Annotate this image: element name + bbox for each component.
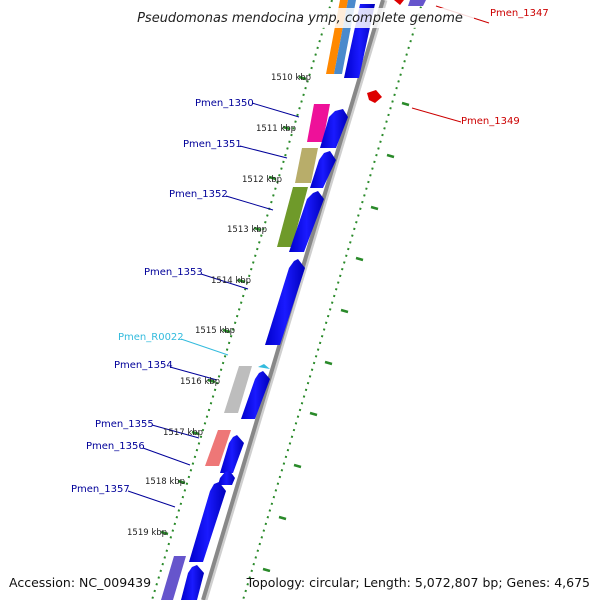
- tick-label: 1516 kbp: [180, 377, 220, 387]
- genome-summary-text: Topology: circular; Length: 5,072,807 bp…: [246, 575, 590, 590]
- gene-label-reverse: Pmen_1351: [183, 139, 242, 150]
- cog-block-pmen-1352: [277, 187, 308, 247]
- footer-accession-backing: [4, 572, 152, 592]
- kbp-tick-marks: [160, 75, 307, 536]
- forward-feature-pmen-1347: [394, 0, 404, 5]
- inner-dotted-track: [151, 0, 333, 600]
- cog-block-pmen-1354: [224, 366, 252, 413]
- cds-arrow-pmen-1354: [241, 371, 270, 419]
- outer-dotted-track: [242, 0, 424, 600]
- gene-label-reverse: Pmen_1357: [71, 484, 130, 495]
- gene-label-reverse: Pmen_1350: [195, 98, 254, 109]
- accession-text: Accession: NC_009439: [9, 575, 151, 590]
- tick-label: 1515 kbp: [195, 326, 235, 336]
- gene-label-reverse: Pmen_1353: [144, 267, 203, 278]
- gene-label-reverse: Pmen_1356: [86, 441, 145, 452]
- cds-arrow-pmen-1350: [320, 109, 348, 148]
- cds-arrow-pmen-1356: [220, 435, 244, 473]
- cds-arrow-pmen-1352: [289, 191, 324, 252]
- tick-labels: 1510 kbp 1511 kbp 1512 kbp 1513 kbp 1514…: [127, 73, 311, 538]
- cog-block-pmen-1350: [307, 104, 330, 142]
- tick-label: 1513 kbp: [227, 225, 267, 235]
- tick-label: 1510 kbp: [271, 73, 311, 83]
- tick-label: 1518 kbp: [145, 477, 185, 487]
- tick-label: 1517 kbp: [163, 428, 203, 438]
- outer-tick-marks: [262, 101, 410, 573]
- cds-arrow-bottom: [181, 565, 204, 600]
- cds-arrow-small: [218, 471, 235, 485]
- gene-label-reverse: Pmen_1355: [95, 419, 154, 430]
- cds-arrow-pmen-1353: [265, 259, 305, 345]
- gene-label-forward: Pmen_1347: [490, 8, 549, 19]
- tick-label: 1511 kbp: [256, 124, 296, 134]
- cds-arrow-pmen-1351: [310, 151, 336, 188]
- cog-block-pmen-1356: [205, 430, 231, 466]
- title-backing: [128, 8, 474, 28]
- gene-label-reverse: Pmen_1352: [169, 189, 228, 200]
- gene-label-trna: Pmen_R0022: [118, 332, 184, 343]
- tick-label: 1514 kbp: [211, 276, 251, 286]
- forward-feature-pmen-1349: [367, 90, 382, 103]
- footer-summary-backing: [258, 572, 596, 592]
- gene-label-forward: Pmen_1349: [461, 116, 520, 127]
- forward-feature-pmen-1347b: [408, 0, 426, 6]
- cds-arrow-pmen-1357: [189, 482, 226, 562]
- cog-block-pmen-1351: [295, 148, 318, 183]
- trna-marker-pmen-r0022: [258, 364, 270, 369]
- gene-label-reverse: Pmen_1354: [114, 360, 173, 371]
- cog-blocks: [161, 0, 356, 600]
- cog-block-pmen-1357-purple: [161, 556, 186, 600]
- cds-arrows: [181, 4, 375, 600]
- gene-labels: Pmen_1347 Pmen_1349 Pmen_1350 Pmen_1351 …: [71, 8, 549, 495]
- map-title: Pseudomonas mendocina ymp, complete geno…: [137, 11, 463, 26]
- tick-label: 1512 kbp: [242, 175, 282, 185]
- tick-label: 1519 kbp: [127, 528, 167, 538]
